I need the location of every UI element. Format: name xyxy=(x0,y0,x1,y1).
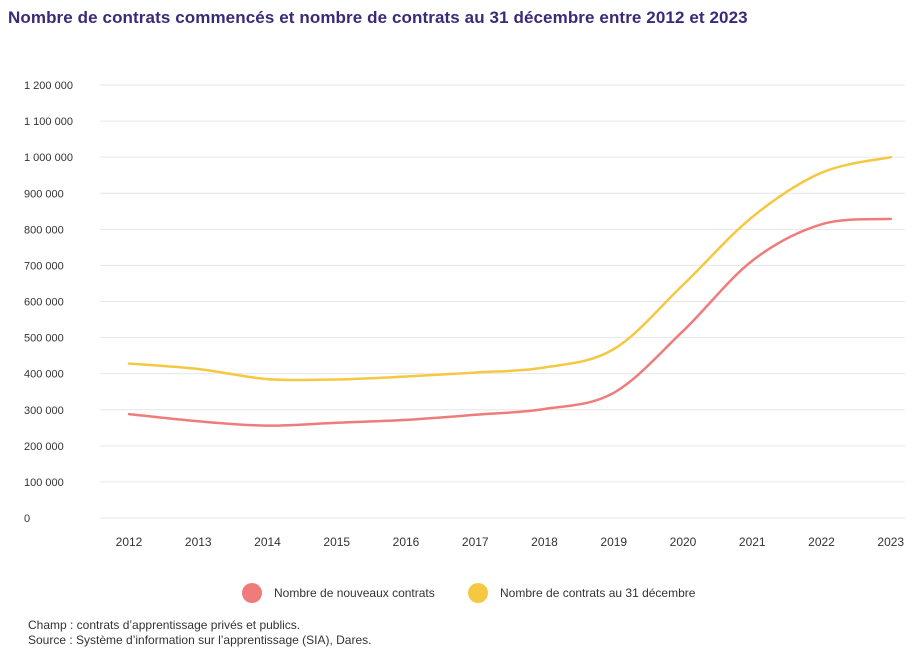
chart-title: Nombre de contrats commencés et nombre d… xyxy=(8,8,748,27)
y-tick-label: 800 000 xyxy=(24,224,64,236)
y-tick-label: 0 xyxy=(24,513,30,525)
x-tick-label: 2018 xyxy=(531,535,558,549)
y-tick-label: 100 000 xyxy=(24,477,64,489)
x-tick-label: 2023 xyxy=(877,535,904,549)
x-tick-label: 2019 xyxy=(600,535,627,549)
x-tick-label: 2015 xyxy=(323,535,350,549)
y-axis-ticks: 0 100 000 200 000 300 000 400 000 500 000 600 … xyxy=(24,80,73,525)
x-tick-label: 2022 xyxy=(808,535,835,549)
y-tick-label: 600 000 xyxy=(24,297,64,309)
legend-label: Nombre de contrats au 31 décembre xyxy=(500,586,696,600)
x-tick-label: 2021 xyxy=(739,535,766,549)
y-tick-label: 500 000 xyxy=(24,333,64,345)
chart-notes: Champ : contrats d’apprentissage privés … xyxy=(28,618,371,648)
x-tick-label: 2017 xyxy=(462,535,489,549)
x-tick-label: 2014 xyxy=(254,535,281,549)
y-tick-label: 1 100 000 xyxy=(24,116,73,128)
series-lines xyxy=(127,155,892,427)
y-tick-label: 1 000 000 xyxy=(24,152,73,164)
legend-label: Nombre de nouveaux contrats xyxy=(274,586,435,600)
x-tick-label: 2012 xyxy=(116,535,143,549)
line-chart: 0 100 000 200 000 300 000 400 000 500 000 600 … xyxy=(24,80,905,603)
legend-marker xyxy=(242,583,262,603)
x-tick-label: 2020 xyxy=(670,535,697,549)
y-tick-label: 300 000 xyxy=(24,405,64,417)
y-tick-label: 400 000 xyxy=(24,369,64,381)
series-line-contrats-31-decembre xyxy=(127,155,892,382)
grid-lines xyxy=(100,84,905,519)
legend-marker xyxy=(468,583,488,603)
x-axis-ticks: 2012 2013 2014 2015 2016 2017 2018 2019 2020 2021… xyxy=(116,535,905,549)
x-tick-label: 2013 xyxy=(185,535,212,549)
y-tick-label: 900 000 xyxy=(24,188,64,200)
series-line-nouveaux-contrats xyxy=(127,217,892,427)
legend: Nombre de nouveaux contrats Nombre de con… xyxy=(242,583,696,603)
scope-note: Champ : contrats d’apprentissage privés … xyxy=(28,618,301,632)
y-tick-label: 1 200 000 xyxy=(24,80,73,92)
source-note: Source : Système d’information sur l’app… xyxy=(28,633,372,647)
y-tick-label: 200 000 xyxy=(24,441,64,453)
x-tick-label: 2016 xyxy=(393,535,420,549)
y-tick-label: 700 000 xyxy=(24,260,64,272)
